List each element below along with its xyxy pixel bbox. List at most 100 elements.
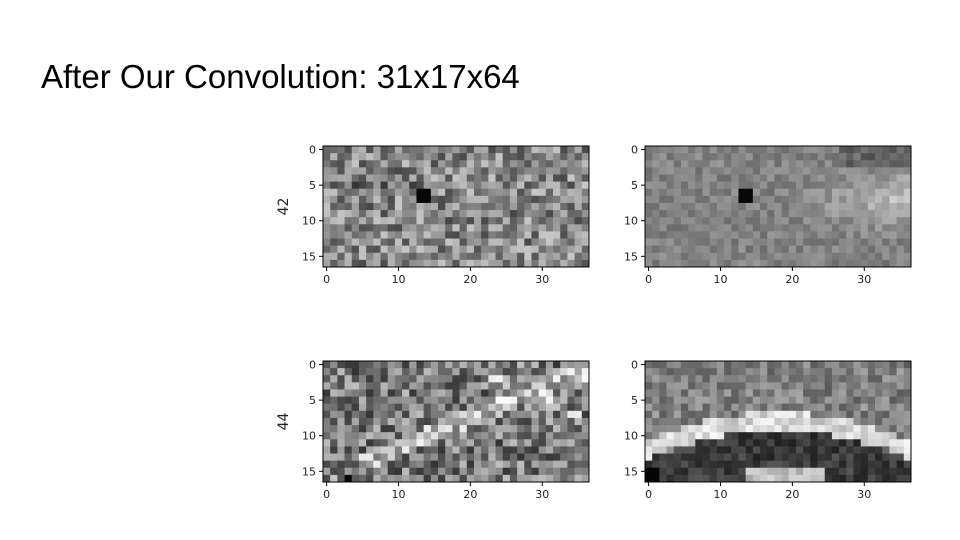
heatmap-cell: [466, 167, 475, 175]
heatmap-cell: [896, 375, 905, 383]
heatmap-cell: [745, 382, 754, 390]
heatmap-cell: [860, 460, 869, 469]
heatmap-cell: [839, 210, 847, 218]
heatmap-cell: [889, 396, 897, 405]
heatmap-cell: [351, 368, 360, 376]
heatmap-cell: [853, 361, 862, 369]
heatmap-cell: [445, 382, 453, 390]
heatmap-cell: [560, 188, 568, 197]
heatmap-cell: [459, 439, 468, 447]
heatmap-cell: [423, 188, 432, 197]
heatmap-cell: [438, 425, 446, 433]
heatmap-cell: [781, 382, 790, 390]
heatmap-cell: [473, 453, 482, 461]
heatmap-cell: [495, 410, 504, 419]
heatmap-cell: [846, 467, 854, 476]
heatmap-cell: [538, 146, 547, 154]
heatmap-cell: [652, 389, 660, 397]
heatmap-cell: [659, 217, 667, 225]
heatmap-cell: [810, 181, 818, 190]
heatmap-cell: [553, 224, 561, 232]
heatmap-cell: [323, 474, 331, 483]
heatmap-cell: [394, 252, 403, 261]
heatmap-cell: [752, 174, 761, 182]
heatmap-cell: [695, 210, 703, 218]
heatmap-cell: [402, 167, 410, 175]
heatmap-cell: [695, 382, 703, 390]
heatmap-cell: [824, 174, 833, 182]
heatmap-cell: [524, 195, 532, 204]
heatmap-cell: [373, 446, 381, 454]
heatmap-cell: [882, 439, 890, 447]
heatmap-cell: [824, 439, 833, 447]
heatmap-cell: [817, 403, 826, 412]
heatmap-cell: [803, 474, 811, 483]
heatmap-cell: [560, 231, 568, 239]
heatmap-cell: [846, 245, 854, 254]
heatmap-cell: [652, 188, 660, 197]
heatmap-cell: [473, 396, 482, 405]
heatmap-cell: [896, 460, 905, 469]
heatmap-cell: [517, 375, 525, 383]
heatmap-cell: [882, 425, 890, 433]
heatmap-cell: [882, 389, 890, 397]
heatmap-cell: [774, 474, 782, 483]
heatmap-cell: [560, 238, 568, 246]
heatmap-cell: [330, 474, 338, 483]
heatmap-cell: [438, 375, 446, 383]
heatmap-cell: [810, 153, 818, 161]
heatmap-cell: [702, 153, 711, 161]
heatmap-cell: [481, 425, 489, 433]
heatmap-cell: [538, 238, 547, 246]
heatmap-cell: [666, 382, 675, 390]
heatmap-cell: [423, 167, 432, 175]
heatmap-cell: [459, 231, 468, 239]
heatmap-cell: [509, 224, 518, 232]
heatmap-cell: [524, 167, 532, 175]
heatmap-cell: [502, 259, 511, 268]
heatmap-cell: [351, 396, 360, 405]
heatmap-cell: [680, 259, 689, 268]
heatmap-cell: [831, 389, 840, 397]
heatmap-cell: [330, 231, 338, 239]
heatmap-cell: [380, 396, 389, 405]
heatmap-cell: [716, 396, 725, 405]
heatmap-cell: [709, 210, 718, 218]
heatmap-cell: [882, 467, 890, 476]
heatmap-cell: [824, 474, 833, 483]
heatmap-cell: [709, 446, 718, 454]
heatmap-cell: [853, 375, 862, 383]
heatmap-cell: [517, 417, 525, 426]
heatmap-cell: [553, 188, 561, 197]
heatmap-cell: [445, 389, 453, 397]
heatmap-cell: [788, 361, 797, 369]
heatmap-cell: [738, 446, 746, 454]
heatmap-cell: [781, 432, 790, 440]
heatmap-cell: [358, 160, 367, 168]
heatmap-cell: [875, 382, 883, 390]
heatmap-cell: [330, 188, 338, 197]
heatmap-cell: [645, 382, 653, 390]
heatmap-cell: [724, 181, 732, 190]
heatmap-cell: [373, 368, 381, 376]
heatmap-cell: [553, 467, 561, 476]
heatmap-cell: [846, 181, 854, 190]
heatmap-cell: [459, 252, 468, 261]
heatmap-cell: [745, 217, 754, 225]
heatmap-cell: [688, 195, 696, 204]
heatmap-cell: [695, 195, 703, 204]
heatmap-cell: [903, 188, 912, 197]
heatmap-cell: [709, 389, 718, 397]
heatmap-cell: [402, 446, 410, 454]
heatmap-cell: [423, 238, 432, 246]
heatmap-cell: [581, 446, 590, 454]
heatmap-cell: [430, 146, 439, 154]
heatmap-cell: [344, 217, 353, 225]
heatmap-cell: [473, 224, 482, 232]
heatmap-cell: [344, 375, 353, 383]
heatmap-cell: [416, 195, 424, 204]
heatmap-cell: [724, 202, 732, 211]
heatmap-cell: [495, 382, 504, 390]
heatmap-cell: [567, 238, 575, 246]
